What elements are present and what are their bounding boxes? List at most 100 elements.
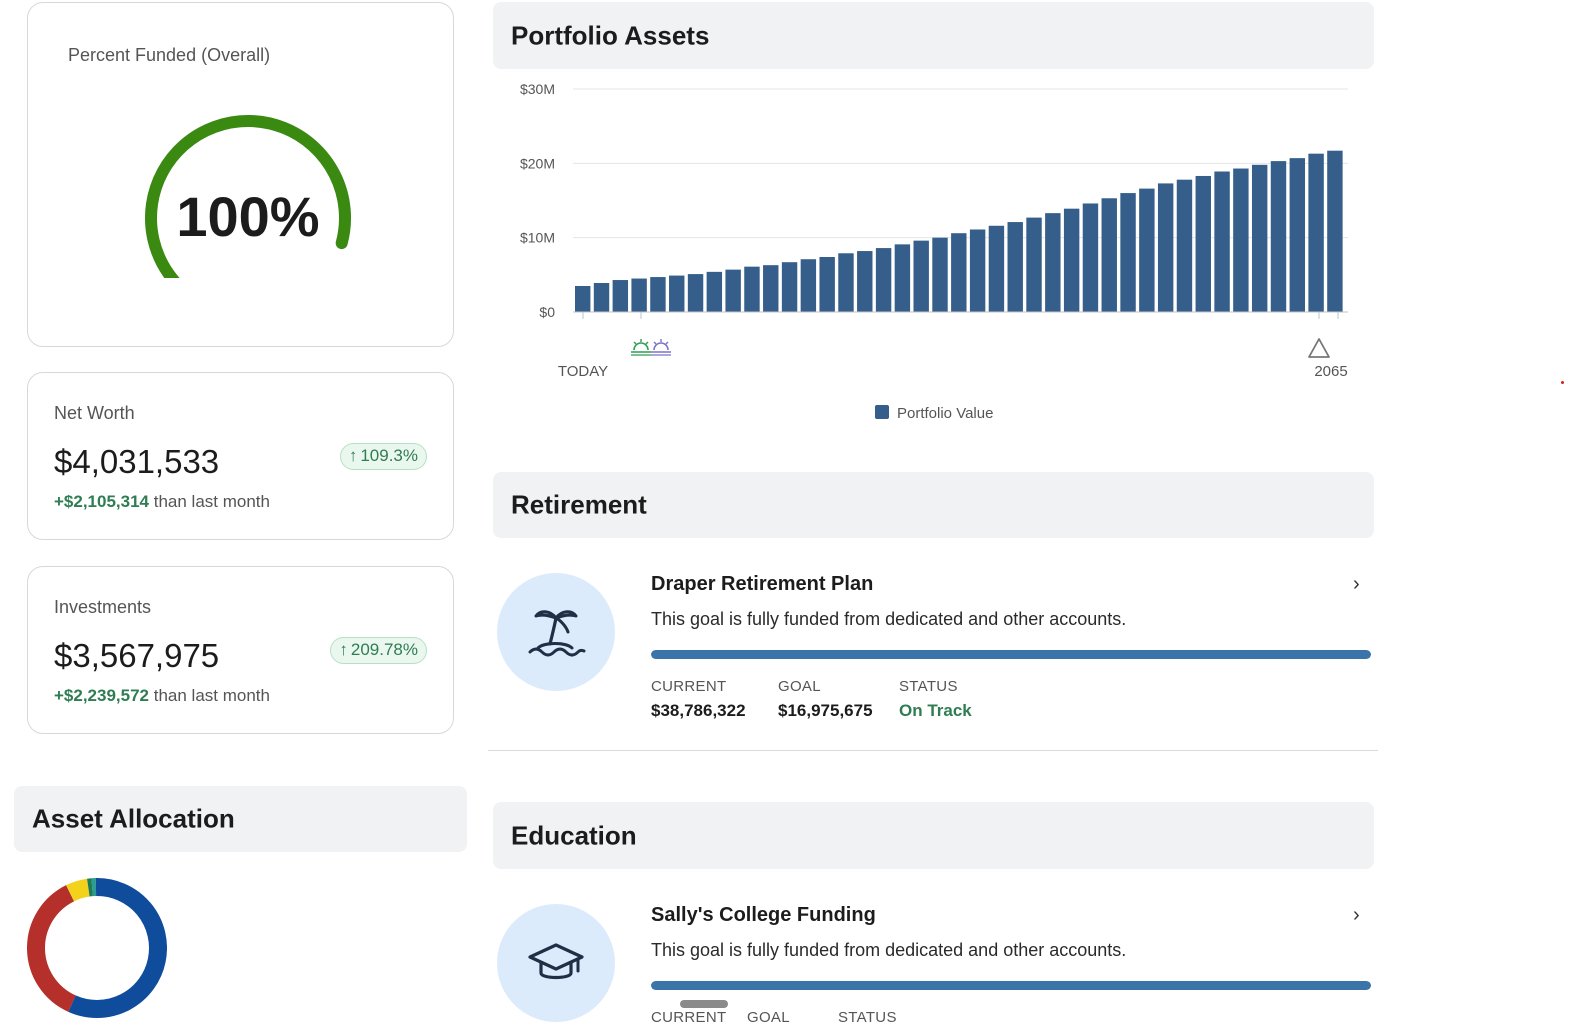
sunrise-milestone-icon[interactable]: [651, 339, 671, 356]
portfolio-bar[interactable]: [969, 229, 986, 312]
portfolio-bar[interactable]: [781, 262, 798, 312]
portfolio-bar[interactable]: [1082, 203, 1099, 312]
education-goal-card[interactable]: Sally's College Funding › This goal is f…: [493, 904, 1378, 1035]
graduation-cap-icon: [528, 943, 584, 980]
retirement-progress-bar: [651, 650, 1371, 659]
portfolio-bar[interactable]: [800, 259, 817, 312]
net-worth-change-badge: ↑ 109.3%: [339, 443, 427, 470]
portfolio-assets-header: Portfolio Assets: [493, 2, 1374, 69]
portfolio-bar[interactable]: [575, 285, 591, 312]
allocation-segment[interactable]: [27, 885, 76, 1012]
portfolio-bar[interactable]: [1308, 153, 1324, 312]
legend-label: Portfolio Value: [897, 405, 993, 422]
portfolio-bar[interactable]: [1195, 175, 1211, 312]
portfolio-bar[interactable]: [687, 274, 704, 312]
palm-island-icon: [528, 610, 586, 657]
portfolio-bar[interactable]: [763, 265, 779, 312]
portfolio-bar[interactable]: [1233, 168, 1249, 312]
portfolio-bar[interactable]: [1157, 183, 1174, 312]
portfolio-bar[interactable]: [1270, 161, 1287, 312]
portfolio-bar[interactable]: [819, 256, 835, 312]
portfolio-bar[interactable]: [1176, 179, 1193, 312]
status-value: On Track: [899, 701, 972, 720]
retirement-progress-fill: [651, 650, 1371, 659]
investments-delta: +$2,239,572 than last month: [54, 686, 270, 706]
portfolio-bar[interactable]: [725, 269, 741, 312]
portfolio-bar[interactable]: [932, 237, 948, 312]
status-label: STATUS: [838, 1009, 897, 1026]
asset-allocation-title: Asset Allocation: [32, 803, 235, 834]
net-worth-value: $4,031,533: [54, 443, 220, 480]
current-label: CURRENT: [651, 1009, 727, 1026]
portfolio-bar[interactable]: [1063, 208, 1080, 312]
x-end-label: 2065: [1314, 363, 1347, 380]
portfolio-bar[interactable]: [857, 251, 873, 312]
investments-value: $3,567,975: [54, 637, 220, 674]
y-tick-label: $20M: [520, 155, 555, 171]
portfolio-bar[interactable]: [951, 233, 967, 312]
portfolio-bar[interactable]: [1120, 193, 1136, 312]
education-header: Education: [493, 802, 1374, 869]
education-goal-stat: GOAL: [747, 1009, 790, 1026]
legend-swatch: [875, 405, 889, 419]
portfolio-bar[interactable]: [1289, 158, 1306, 312]
portfolio-bar[interactable]: [650, 277, 666, 312]
x-start-label: TODAY: [558, 363, 608, 380]
asset-allocation-donut[interactable]: [27, 878, 167, 1018]
net-worth-delta: +$2,105,314 than last month: [54, 492, 270, 512]
portfolio-bar[interactable]: [1045, 213, 1061, 312]
percent-funded-value: 100%: [176, 185, 319, 248]
y-tick-label: $10M: [520, 230, 555, 246]
portfolio-bar[interactable]: [1026, 217, 1042, 312]
portfolio-bar[interactable]: [894, 244, 911, 312]
education-status-stat: STATUS: [838, 1009, 897, 1026]
portfolio-assets-title: Portfolio Assets: [511, 20, 710, 50]
chevron-right-icon[interactable]: ›: [1353, 904, 1360, 926]
portfolio-bar[interactable]: [838, 253, 854, 312]
portfolio-bar[interactable]: [1101, 198, 1117, 312]
arrow-up-icon: ↑: [339, 640, 348, 659]
end-milestone-triangle-icon[interactable]: [1308, 338, 1330, 358]
investments-delta-text: than last month: [149, 686, 270, 705]
portfolio-bar[interactable]: [612, 280, 629, 312]
portfolio-bar[interactable]: [1214, 171, 1230, 312]
education-goal-description: This goal is fully funded from dedicated…: [651, 940, 1127, 960]
portfolio-bar[interactable]: [706, 271, 723, 312]
retirement-icon-circle: [497, 573, 615, 691]
portfolio-bar[interactable]: [1251, 164, 1268, 312]
portfolio-bar[interactable]: [593, 283, 610, 312]
investments-card[interactable]: Investments $3,567,975 ↑ 209.78% +$2,239,…: [27, 566, 454, 734]
portfolio-bar[interactable]: [988, 225, 1005, 312]
current-label: CURRENT: [651, 678, 727, 695]
retirement-goal-card[interactable]: Draper Retirement Plan › This goal is fu…: [493, 573, 1378, 753]
portfolio-bar[interactable]: [669, 275, 685, 312]
net-worth-delta-text: than last month: [149, 492, 270, 511]
portfolio-bar[interactable]: [1327, 150, 1343, 312]
asset-allocation-header: Asset Allocation: [14, 786, 467, 852]
portfolio-bar[interactable]: [1007, 222, 1023, 312]
goal-label: GOAL: [747, 1009, 790, 1026]
allocation-segment[interactable]: [68, 878, 167, 1018]
sunrise-milestone-icon[interactable]: [631, 339, 651, 356]
portfolio-bar[interactable]: [913, 240, 929, 312]
current-value: $38,786,322: [651, 701, 746, 720]
portfolio-bar[interactable]: [1139, 188, 1155, 312]
education-progress-bar: [651, 981, 1371, 990]
retirement-goal-name[interactable]: Draper Retirement Plan: [651, 573, 874, 595]
net-worth-label: Net Worth: [54, 403, 135, 423]
portfolio-assets-chart[interactable]: $30M $20M $10M $0 TODAY 2065 Portfolio Valu…: [493, 72, 1374, 432]
portfolio-bar[interactable]: [875, 248, 892, 312]
education-icon-circle: [497, 904, 615, 1022]
allocation-segment[interactable]: [66, 878, 90, 902]
gauge-fill: [145, 115, 351, 278]
chevron-right-icon[interactable]: ›: [1353, 573, 1360, 595]
retirement-goal-description: This goal is fully funded from dedicated…: [651, 609, 1127, 629]
portfolio-bar[interactable]: [744, 266, 760, 312]
scroll-indicator[interactable]: [680, 1000, 728, 1008]
education-goal-name[interactable]: Sally's College Funding: [651, 904, 876, 926]
retirement-current-stat: CURRENT $38,786,322: [651, 678, 746, 721]
investments-change-badge: ↑ 209.78%: [330, 637, 427, 664]
portfolio-bar[interactable]: [631, 278, 647, 312]
y-tick-label: $30M: [520, 81, 555, 97]
net-worth-card[interactable]: Net Worth $4,031,533 ↑ 109.3% +$2,105,314…: [27, 372, 454, 540]
